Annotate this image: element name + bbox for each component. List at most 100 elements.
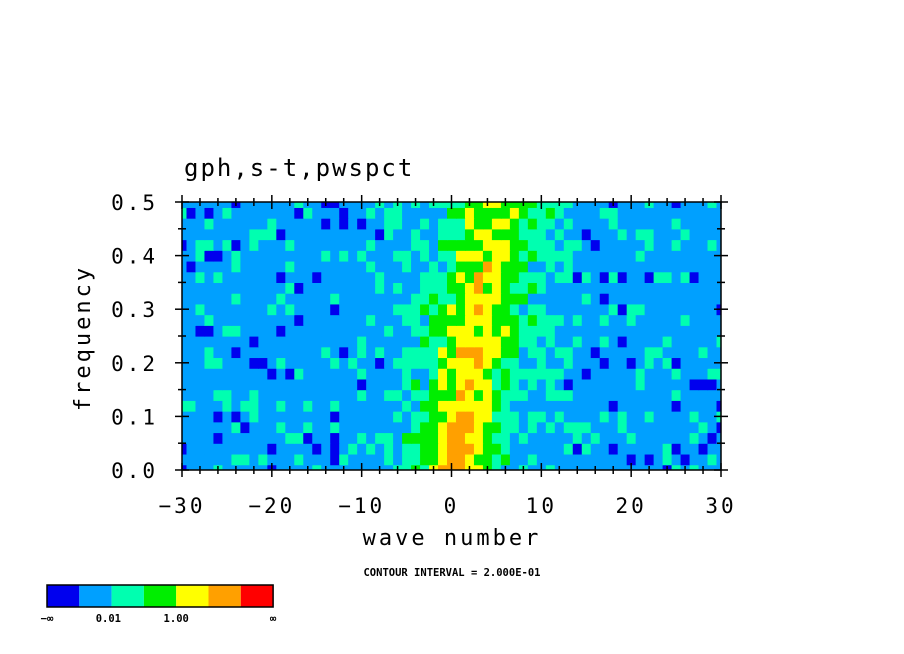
heatmap-cell xyxy=(213,293,224,305)
heatmap-cell xyxy=(312,432,322,444)
heatmap-cell xyxy=(294,293,304,305)
heatmap-cell xyxy=(662,282,673,294)
heatmap-cell xyxy=(276,239,286,251)
heatmap-cell xyxy=(384,293,394,305)
heatmap-cell xyxy=(698,400,709,412)
heatmap-cell xyxy=(204,411,215,423)
heatmap-cell xyxy=(608,250,619,262)
heatmap-cell xyxy=(500,421,511,434)
heatmap-cell xyxy=(402,250,412,262)
heatmap-cell xyxy=(626,336,637,348)
heatmap-cell xyxy=(500,378,511,391)
heatmap-cell xyxy=(231,325,241,337)
heatmap-cell xyxy=(599,271,610,283)
heatmap-cell xyxy=(491,271,502,283)
heatmap-cell xyxy=(608,293,619,305)
heatmap-cell xyxy=(186,282,197,294)
heatmap-cell xyxy=(240,282,250,294)
heatmap-cell xyxy=(303,228,313,241)
heatmap-cell xyxy=(671,368,682,380)
heatmap-cell xyxy=(393,421,403,434)
heatmap-cell xyxy=(482,346,493,359)
heatmap-cell xyxy=(438,378,448,391)
heatmap-cell xyxy=(258,400,268,412)
heatmap-cell xyxy=(330,303,340,316)
heatmap-cell xyxy=(222,202,232,208)
x-tick-labels: −30 −20 −10 0 10 20 30 xyxy=(159,494,734,518)
heatmap-cell xyxy=(339,389,349,401)
heatmap-cell xyxy=(312,282,322,294)
heatmap-cell xyxy=(186,389,197,401)
heatmap-cell xyxy=(707,271,718,283)
heatmap-cell xyxy=(195,336,206,348)
heatmap-cell xyxy=(635,357,646,369)
heatmap-cell xyxy=(554,271,565,283)
heatmap-cell xyxy=(599,293,610,305)
heatmap-cell xyxy=(186,453,197,466)
heatmap-cell xyxy=(330,218,340,230)
heatmap-cell xyxy=(689,336,700,348)
heatmap-cell xyxy=(455,325,466,337)
heatmap-cell xyxy=(231,303,241,316)
heatmap-cell xyxy=(635,293,646,305)
heatmap-cell xyxy=(698,368,709,380)
heatmap-cell xyxy=(312,207,322,219)
heatmap-cell xyxy=(204,453,215,466)
heatmap-cell xyxy=(518,421,529,434)
heatmap-cell xyxy=(384,271,394,283)
heatmap-cell xyxy=(195,400,206,412)
heatmap-cell xyxy=(285,293,295,305)
heatmap-cell xyxy=(500,368,511,380)
heatmap-cell xyxy=(464,239,475,251)
heatmap-cell xyxy=(455,378,466,391)
heatmap-cell xyxy=(375,336,385,348)
heatmap-cell xyxy=(366,207,376,219)
heatmap-cell xyxy=(617,421,628,434)
heatmap-cell xyxy=(599,400,610,412)
heatmap-cell xyxy=(357,250,367,262)
heatmap-cell xyxy=(339,421,349,434)
heatmap-cell xyxy=(213,303,224,316)
heatmap-cell xyxy=(716,325,721,337)
heatmap-cell xyxy=(420,453,430,466)
heatmap-cell xyxy=(473,400,484,412)
heatmap-cell xyxy=(473,464,484,470)
heatmap-cell xyxy=(671,228,682,241)
heatmap-cell xyxy=(608,336,619,348)
heatmap-cell xyxy=(482,239,493,251)
heatmap-cell xyxy=(384,260,394,273)
heatmap-cell xyxy=(707,336,718,348)
heatmap-cell xyxy=(348,357,358,369)
heatmap-cell xyxy=(375,260,385,273)
heatmap-cell xyxy=(599,202,610,208)
heatmap-cell xyxy=(590,389,601,401)
heatmap-cell xyxy=(626,239,637,251)
heatmap-cell xyxy=(276,464,286,470)
heatmap-cell xyxy=(222,378,232,391)
heatmap-cell xyxy=(581,357,592,369)
heatmap-cell xyxy=(438,421,448,434)
x-tick-label: −20 xyxy=(248,494,295,518)
heatmap-cell xyxy=(500,228,511,241)
heatmap-cell xyxy=(249,400,259,412)
heatmap-cell xyxy=(671,357,682,369)
heatmap-cell xyxy=(455,250,466,262)
heatmap-cell xyxy=(294,400,304,412)
heatmap-cell xyxy=(258,218,268,230)
heatmap-cell xyxy=(182,389,188,401)
heatmap-cell xyxy=(545,207,556,219)
heatmap-cell xyxy=(321,207,331,219)
heatmap-cell xyxy=(536,325,547,337)
heatmap-cell xyxy=(563,421,574,434)
heatmap-cell xyxy=(204,443,215,455)
heatmap-cell xyxy=(222,271,232,283)
heatmap-cell xyxy=(617,453,628,466)
heatmap-cell xyxy=(482,282,493,294)
heatmap-cell xyxy=(258,239,268,251)
heatmap-cell xyxy=(249,325,259,337)
heatmap-cell xyxy=(249,443,259,455)
heatmap-cell xyxy=(464,228,475,241)
heatmap-cell xyxy=(527,378,538,391)
heatmap-cell xyxy=(429,282,439,294)
heatmap-cell xyxy=(626,218,637,230)
